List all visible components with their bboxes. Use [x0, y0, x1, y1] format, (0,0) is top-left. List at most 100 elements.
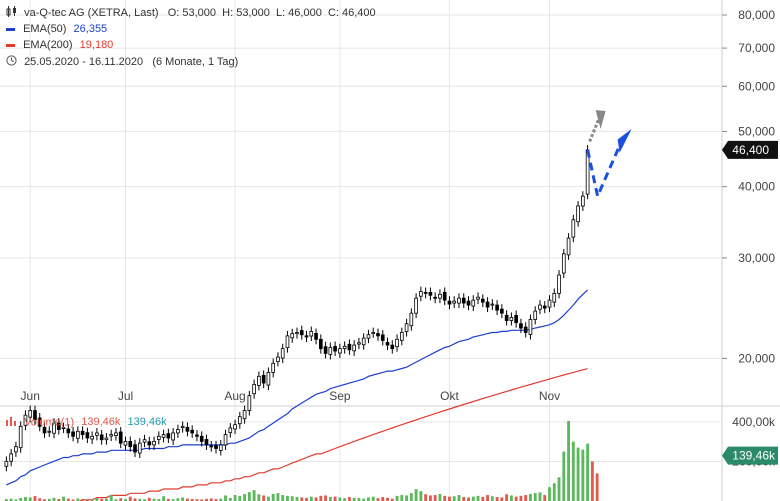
candle-body: [52, 422, 56, 434]
volume-legend[interactable]: Volume(1) 139,46k 139,46k: [6, 416, 167, 429]
candle-body: [480, 298, 485, 303]
candle: [76, 426, 80, 444]
volume-bar: [24, 497, 27, 501]
candle-body: [428, 291, 433, 296]
volume-bar: [4, 499, 8, 501]
candle: [371, 327, 376, 338]
volume-bar: [419, 491, 423, 501]
candle: [276, 352, 280, 367]
ema200-legend[interactable]: EMA(200) 19,180: [6, 39, 113, 51]
volume-bar: [295, 497, 299, 501]
candle-body: [323, 346, 328, 354]
candle-body: [133, 444, 137, 453]
candle: [37, 413, 42, 432]
candle-body: [204, 439, 209, 446]
candle: [261, 370, 266, 389]
candle: [328, 342, 333, 360]
projection-arrow-blue: [586, 135, 625, 202]
candle-body: [257, 375, 261, 386]
volume-bar: [38, 498, 42, 501]
candle-body: [500, 308, 504, 314]
candle-body: [576, 205, 580, 223]
candle: [66, 424, 71, 438]
projection-arrowhead-blue: [617, 128, 632, 153]
date-tick-label: Jul: [118, 389, 133, 403]
volume-bar: [552, 483, 556, 501]
volume-bar: [138, 498, 142, 501]
volume-bar: [386, 497, 389, 501]
candle-body: [380, 334, 385, 341]
candle: [352, 340, 356, 356]
candle-body: [533, 310, 538, 320]
candle: [95, 428, 99, 441]
candle: [347, 339, 352, 355]
candle: [161, 429, 166, 443]
volume-bar: [300, 497, 304, 501]
candle-body: [376, 333, 380, 337]
volume-bar: [381, 497, 385, 501]
volume-bar: [52, 497, 56, 501]
volume-bar: [309, 496, 313, 501]
volume-bar: [462, 497, 466, 501]
candle-body: [347, 343, 352, 351]
candle: [495, 300, 499, 316]
volume-bars-icon: [6, 416, 17, 429]
volume-bar: [562, 451, 566, 501]
candle-body: [461, 297, 466, 304]
volume-bar: [305, 497, 308, 501]
candle: [504, 310, 509, 326]
candle: [23, 410, 28, 431]
candle-body: [285, 335, 290, 349]
price-tick-label: 20,000: [738, 351, 775, 365]
volume-bar: [90, 499, 94, 501]
volume-bar: [471, 496, 475, 501]
price-tick-label: 30,000: [738, 251, 775, 265]
volume-bar: [405, 495, 409, 501]
candle-body: [42, 426, 47, 434]
volume-bar: [9, 498, 13, 501]
candle: [285, 330, 290, 353]
volume-bar: [533, 493, 537, 501]
candle-body: [157, 435, 161, 440]
candle: [18, 421, 23, 453]
volume-bar: [214, 499, 218, 501]
candle: [390, 340, 395, 354]
ema50-legend[interactable]: EMA(50) 26,355: [6, 23, 107, 35]
candle: [147, 436, 152, 450]
candle-body: [114, 432, 118, 437]
candle-body: [547, 299, 552, 308]
candle-body: [76, 430, 80, 439]
candle: [357, 337, 361, 350]
price-tick-label: 40,000: [738, 180, 775, 194]
candle-body: [466, 300, 471, 306]
last-price-tag: [722, 140, 778, 159]
candle: [380, 329, 385, 346]
volume-bar: [228, 498, 232, 501]
candles-icon: [6, 6, 17, 20]
price-tick-label: 70,000: [738, 41, 775, 55]
candle-body: [290, 333, 295, 339]
volume-bar: [124, 499, 127, 501]
candle-body: [152, 441, 156, 446]
volume-bar: [543, 495, 547, 501]
candle: [104, 433, 109, 445]
candle-body: [66, 428, 71, 434]
candle-body: [147, 441, 152, 446]
candle: [571, 214, 576, 243]
candle-body: [161, 434, 166, 438]
candle-body: [237, 416, 242, 425]
volume-bar: [505, 494, 509, 501]
volume-bar: [85, 499, 89, 501]
volume-bar: [395, 495, 399, 501]
candle-body: [209, 445, 214, 448]
candle: [123, 436, 128, 451]
candle-body: [180, 425, 185, 429]
candle-body: [137, 442, 142, 454]
candle: [180, 421, 185, 433]
candle: [266, 367, 271, 391]
ema50-swatch: [6, 27, 15, 31]
volume-bar: [100, 498, 104, 501]
volume-bar: [371, 496, 375, 501]
candle-body: [438, 293, 442, 299]
